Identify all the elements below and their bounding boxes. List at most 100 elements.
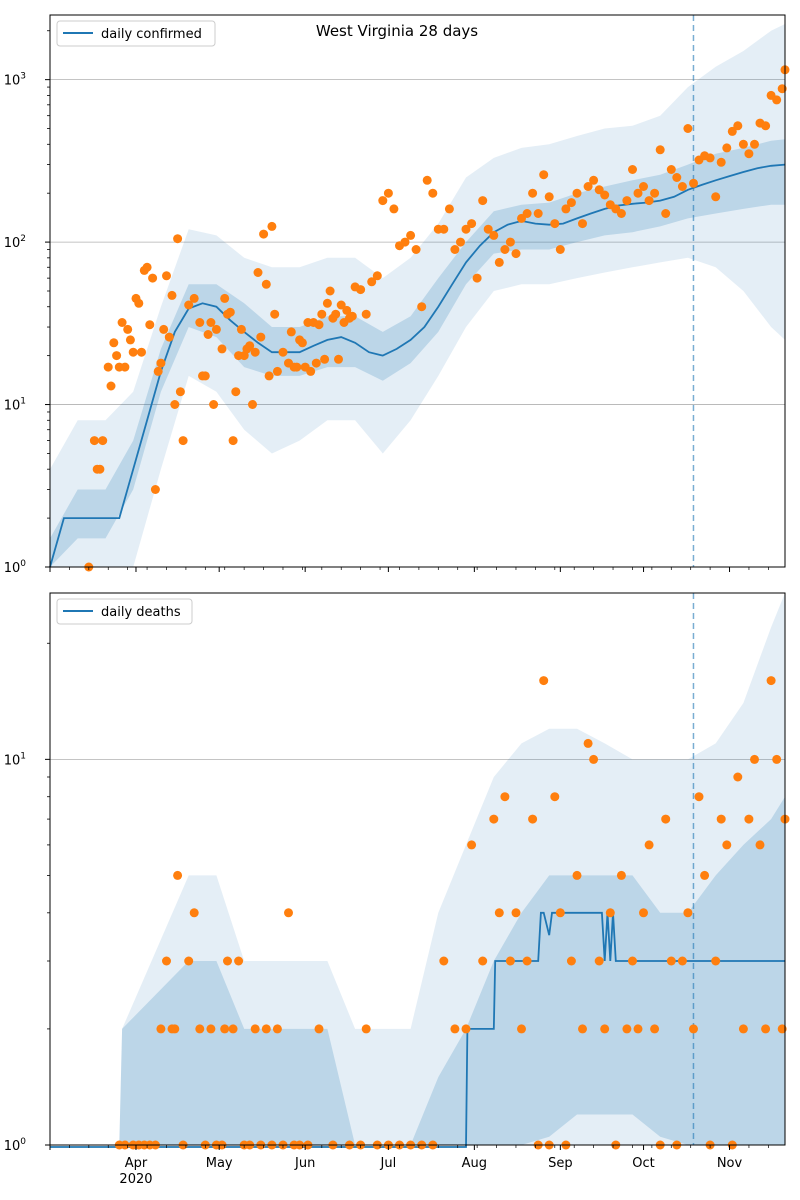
data-point bbox=[228, 436, 238, 446]
data-point bbox=[173, 870, 183, 880]
data-point bbox=[184, 956, 194, 966]
data-point bbox=[150, 485, 160, 494]
x-tick-label: Sep bbox=[548, 1156, 573, 1171]
data-point bbox=[184, 300, 194, 310]
data-point bbox=[203, 330, 213, 339]
data-point bbox=[314, 320, 324, 330]
data-point bbox=[286, 327, 296, 337]
data-point bbox=[209, 400, 219, 409]
data-point bbox=[450, 245, 460, 254]
data-point bbox=[211, 324, 221, 334]
y-tick-label: 102 bbox=[4, 234, 26, 251]
data-point bbox=[750, 754, 759, 764]
data-point bbox=[644, 840, 654, 850]
data-point bbox=[439, 224, 449, 234]
data-point bbox=[733, 121, 743, 131]
deaths-legend: daily deaths bbox=[56, 598, 193, 625]
data-point bbox=[125, 335, 135, 345]
data-point bbox=[716, 814, 726, 824]
data-point bbox=[761, 121, 771, 131]
data-point bbox=[98, 436, 108, 446]
data-point bbox=[220, 1024, 230, 1034]
data-point bbox=[594, 956, 604, 966]
data-point bbox=[270, 309, 280, 319]
data-point bbox=[600, 190, 610, 200]
data-point bbox=[170, 400, 180, 409]
data-point bbox=[342, 305, 352, 315]
data-point bbox=[225, 307, 235, 317]
data-point bbox=[137, 347, 146, 357]
data-point bbox=[777, 84, 787, 94]
y-tick-label: 100 bbox=[4, 559, 27, 576]
data-point bbox=[103, 362, 113, 372]
data-point bbox=[248, 400, 257, 409]
y-tick-label: 101 bbox=[4, 751, 26, 768]
data-point bbox=[572, 870, 582, 880]
chart-title: West Virginia 28 days bbox=[316, 22, 478, 40]
data-point bbox=[738, 1024, 748, 1034]
data-point bbox=[483, 224, 493, 234]
data-point bbox=[772, 754, 782, 764]
data-point bbox=[267, 221, 277, 231]
data-point bbox=[156, 358, 166, 368]
data-point bbox=[123, 324, 133, 334]
data-point bbox=[206, 318, 216, 327]
data-point bbox=[555, 908, 565, 918]
data-point bbox=[189, 908, 199, 918]
data-point bbox=[306, 366, 316, 376]
data-point bbox=[616, 870, 626, 880]
data-point bbox=[272, 366, 282, 376]
data-point bbox=[639, 182, 648, 191]
data-point bbox=[278, 347, 288, 357]
data-point bbox=[644, 196, 654, 206]
data-point bbox=[134, 298, 144, 308]
data-point bbox=[195, 1024, 205, 1034]
data-point bbox=[478, 196, 488, 206]
y-tick-label: 101 bbox=[4, 397, 26, 414]
data-point bbox=[661, 209, 671, 218]
data-point bbox=[406, 230, 416, 240]
prediction-band-outer bbox=[50, 593, 785, 1145]
data-point bbox=[428, 188, 438, 198]
data-point bbox=[722, 840, 732, 850]
data-point bbox=[528, 188, 538, 198]
y-tick-exponent: 1 bbox=[20, 397, 26, 407]
data-point bbox=[145, 320, 155, 330]
data-point bbox=[566, 956, 576, 966]
data-point bbox=[494, 908, 504, 918]
data-point bbox=[456, 237, 465, 247]
data-point bbox=[533, 209, 543, 218]
data-point bbox=[389, 204, 399, 214]
x-tick-label: Jul bbox=[380, 1156, 397, 1171]
data-point bbox=[639, 908, 648, 918]
deaths-inner-band bbox=[50, 796, 785, 1145]
data-point bbox=[236, 324, 246, 334]
data-point bbox=[539, 170, 549, 180]
data-point bbox=[292, 362, 302, 372]
legend-label-confirmed: daily confirmed bbox=[101, 27, 202, 42]
data-point bbox=[622, 196, 632, 206]
data-point bbox=[195, 318, 205, 327]
data-point bbox=[450, 1024, 460, 1034]
y-tick-base: 10 bbox=[4, 561, 21, 576]
y-tick-exponent: 0 bbox=[20, 1137, 26, 1147]
data-point bbox=[112, 351, 122, 361]
data-point bbox=[250, 347, 260, 357]
data-point bbox=[561, 204, 571, 214]
data-point bbox=[336, 300, 346, 310]
y-tick-base: 10 bbox=[4, 236, 21, 251]
data-point bbox=[583, 738, 593, 748]
data-point bbox=[700, 870, 710, 880]
data-point bbox=[544, 192, 554, 202]
legend-box bbox=[56, 20, 216, 47]
confirmed-legend: daily confirmed bbox=[56, 20, 216, 47]
data-point bbox=[566, 198, 576, 208]
deaths-x-axis: Apr May Jun Jul Aug Sep Oct Nov 2020 bbox=[49, 1145, 769, 1187]
data-point bbox=[361, 309, 371, 319]
data-point bbox=[422, 175, 432, 185]
data-point bbox=[167, 290, 177, 300]
data-point bbox=[250, 1024, 260, 1034]
